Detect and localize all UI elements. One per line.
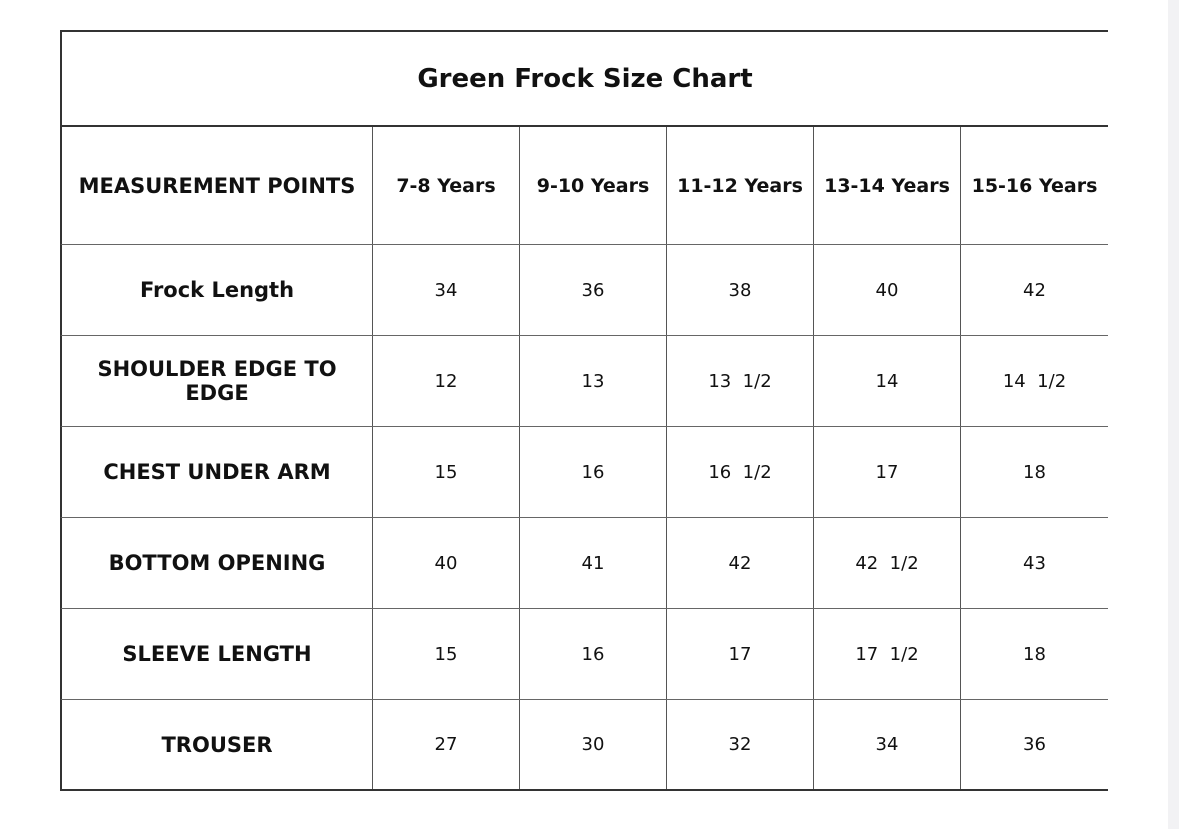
value-cell: 40	[814, 245, 961, 335]
value-cell: 18	[1023, 461, 1046, 483]
value-cell: 38	[667, 245, 814, 335]
table-row: SHOULDER EDGE TO EDGE 12 13 13 1/2 14 14 1/2	[60, 336, 1108, 427]
value-cell: 42 1/2	[814, 518, 961, 608]
value-cell: 40	[373, 518, 520, 608]
value-cell: 17 1/2	[814, 609, 961, 699]
value-cell: 16 1/2	[667, 427, 814, 517]
row-label: CHEST UNDER ARM	[62, 427, 373, 517]
table-row: SLEEVE LENGTH 15 16 17 17 1/2 18	[60, 609, 1108, 700]
row-label: Frock Length	[62, 245, 373, 335]
table-row: BOTTOM OPENING 40 41 42 42 1/2 43	[60, 518, 1108, 609]
value-cell: 32	[667, 700, 814, 789]
header-row: MEASUREMENT POINTS 7-8 Years 9-10 Years 11-…	[60, 127, 1108, 245]
value-cell: 13 1/2	[667, 336, 814, 426]
row-label: SLEEVE LENGTH	[62, 609, 373, 699]
size-table: Green Frock Size Chart MEASUREMENT POINT…	[60, 30, 1108, 791]
header-cell: 15-16 Years	[971, 174, 1098, 197]
value-cell: 18	[1023, 643, 1046, 665]
table-row: CHEST UNDER ARM 15 16 16 1/2 17 18	[60, 427, 1108, 518]
value-cell: 42	[667, 518, 814, 608]
value-cell: 16	[520, 427, 667, 517]
value-cell: 17	[814, 427, 961, 517]
value-cell: 36	[1023, 734, 1046, 755]
value-cell: 15	[373, 427, 520, 517]
value-cell: 15	[373, 609, 520, 699]
value-cell: 14 1/2	[1002, 370, 1067, 392]
value-cell: 27	[373, 700, 520, 789]
value-cell: 34	[814, 700, 961, 789]
table-row: TROUSER 27 30 32 34 36	[60, 700, 1108, 791]
table-title: Green Frock Size Chart	[60, 30, 1108, 127]
row-label: BOTTOM OPENING	[62, 518, 373, 608]
header-cell: 9-10 Years	[520, 127, 667, 244]
value-cell: 30	[520, 700, 667, 789]
value-cell: 34	[373, 245, 520, 335]
value-cell: 16	[520, 609, 667, 699]
table-row: Frock Length 34 36 38 40 42	[60, 245, 1108, 336]
value-cell: 13	[520, 336, 667, 426]
value-cell: 14	[814, 336, 961, 426]
scrollbar-track	[1168, 0, 1179, 829]
row-label: TROUSER	[62, 700, 373, 789]
value-cell: 43	[1023, 552, 1046, 574]
header-cell: 11-12 Years	[667, 127, 814, 244]
row-label: SHOULDER EDGE TO EDGE	[62, 336, 373, 426]
value-cell: 36	[520, 245, 667, 335]
value-cell: 17	[667, 609, 814, 699]
value-cell: 12	[373, 336, 520, 426]
header-cell: 13-14 Years	[814, 127, 961, 244]
header-cell: 7-8 Years	[373, 127, 520, 244]
value-cell: 42	[1023, 279, 1046, 301]
header-cell: MEASUREMENT POINTS	[62, 127, 373, 244]
value-cell: 41	[520, 518, 667, 608]
